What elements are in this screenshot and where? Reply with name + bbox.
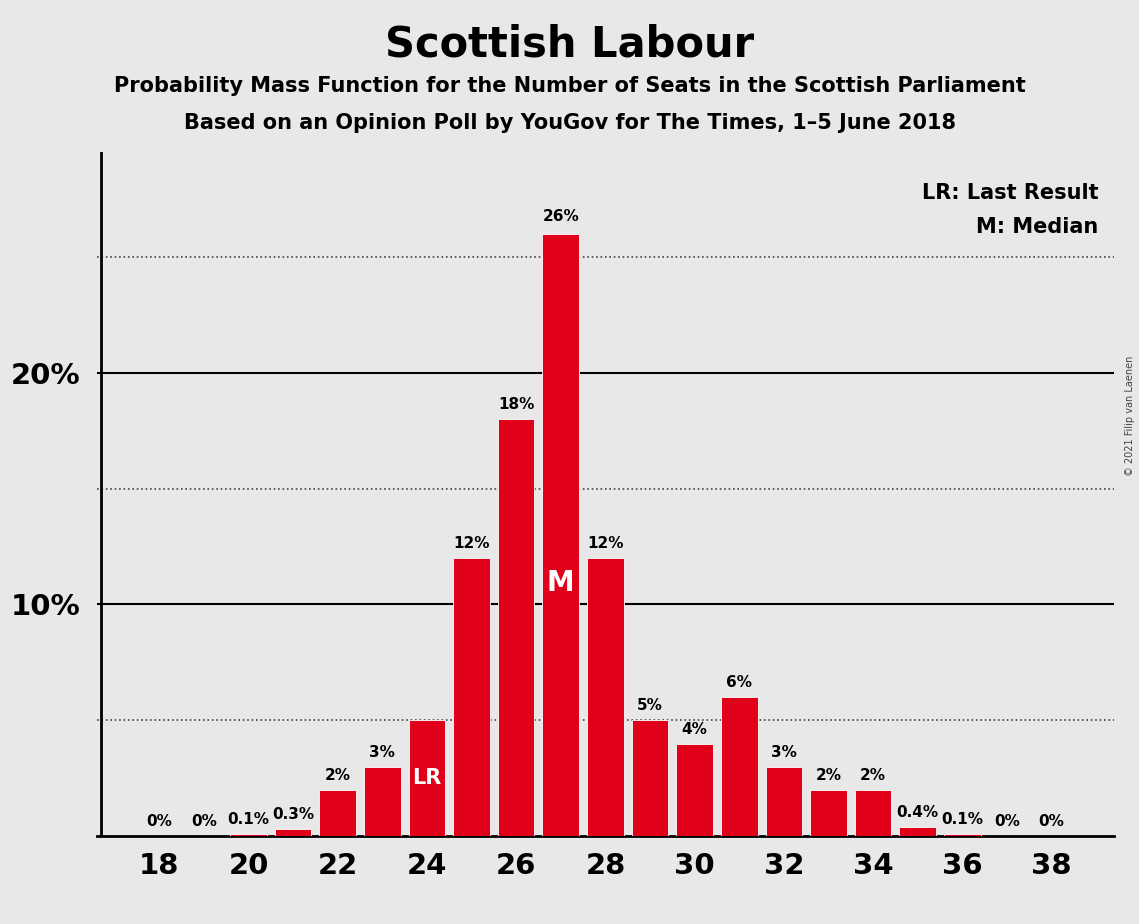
Text: 0%: 0% [191, 814, 216, 829]
Text: LR: Last Result: LR: Last Result [923, 183, 1099, 203]
Bar [274, 829, 311, 836]
Text: 0.4%: 0.4% [896, 805, 939, 820]
Bar [854, 790, 892, 836]
Text: 26%: 26% [542, 210, 579, 225]
Text: LR: LR [412, 768, 442, 788]
Bar [721, 697, 757, 836]
Text: 2%: 2% [325, 768, 351, 783]
Bar [542, 234, 579, 836]
Bar [409, 721, 445, 836]
Text: 12%: 12% [587, 536, 624, 551]
Bar [587, 558, 624, 836]
Text: 18%: 18% [498, 397, 534, 412]
Text: 2%: 2% [816, 768, 842, 783]
Text: 3%: 3% [771, 745, 797, 760]
Text: 0.3%: 0.3% [272, 808, 314, 822]
Text: 4%: 4% [681, 722, 707, 736]
Text: 6%: 6% [727, 675, 752, 690]
Text: Probability Mass Function for the Number of Seats in the Scottish Parliament: Probability Mass Function for the Number… [114, 76, 1025, 96]
Text: Based on an Opinion Poll by YouGov for The Times, 1–5 June 2018: Based on an Opinion Poll by YouGov for T… [183, 113, 956, 133]
Bar [230, 833, 267, 836]
Text: © 2021 Filip van Laenen: © 2021 Filip van Laenen [1125, 356, 1134, 476]
Text: M: M [547, 569, 574, 597]
Text: 0.1%: 0.1% [228, 812, 270, 827]
Text: 0%: 0% [1039, 814, 1065, 829]
Text: 3%: 3% [369, 745, 395, 760]
Bar [319, 790, 357, 836]
Text: 5%: 5% [637, 699, 663, 713]
Bar [944, 833, 981, 836]
Bar [364, 767, 401, 836]
Bar [453, 558, 490, 836]
Text: Scottish Labour: Scottish Labour [385, 23, 754, 65]
Bar [765, 767, 802, 836]
Bar [632, 721, 669, 836]
Text: 0.1%: 0.1% [941, 812, 983, 827]
Text: 0%: 0% [146, 814, 172, 829]
Text: 12%: 12% [453, 536, 490, 551]
Bar [498, 419, 534, 836]
Bar [677, 744, 713, 836]
Bar [810, 790, 846, 836]
Text: M: Median: M: Median [976, 217, 1099, 237]
Text: 2%: 2% [860, 768, 886, 783]
Bar [900, 827, 936, 836]
Text: 0%: 0% [994, 814, 1019, 829]
